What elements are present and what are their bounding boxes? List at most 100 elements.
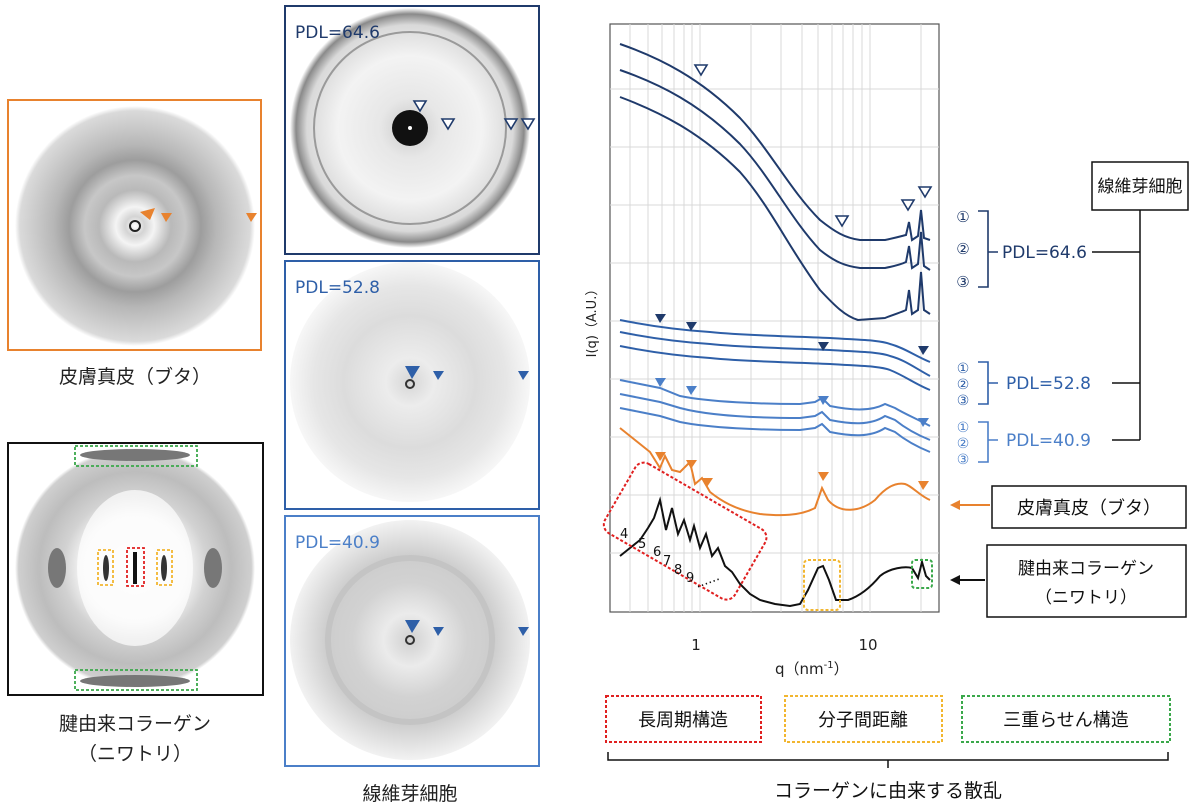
marker-pdl528-c bbox=[818, 342, 829, 351]
pdl646-arrow-3 bbox=[503, 118, 519, 131]
tendon-legend-line1: 腱由来コラーゲン bbox=[1018, 559, 1154, 579]
bracket-646 bbox=[978, 210, 998, 288]
chart-gridlines bbox=[610, 24, 939, 612]
circ-409-1: ① bbox=[957, 420, 970, 436]
marker-pdl528-b bbox=[686, 322, 697, 331]
peak-number-4: 4 bbox=[620, 527, 628, 542]
long-period-label: 長周期構造 bbox=[638, 710, 728, 731]
circ-409-3: ③ bbox=[957, 452, 970, 468]
curve-pdl646-1 bbox=[619, 43, 931, 242]
marker-skin-b bbox=[686, 460, 697, 469]
skin-arrow-3 bbox=[246, 213, 257, 222]
fibro-caption: 線維芽細胞 bbox=[362, 783, 457, 805]
circ-409-2: ② bbox=[957, 436, 970, 452]
circ-528-3: ③ bbox=[957, 393, 970, 409]
fibro-panel-pdl409: PDL=40.9 bbox=[284, 515, 540, 767]
curve-pdl528-1 bbox=[619, 319, 931, 363]
pdl409-arrow-3 bbox=[518, 627, 529, 636]
tendon-red-box bbox=[126, 547, 145, 587]
bottom-legend: 長周期構造 分子間距離 三重らせん構造 コラーゲンに由来する散乱 bbox=[605, 695, 1171, 802]
circ-646-1: ① bbox=[956, 208, 969, 226]
chart-yellow-box bbox=[803, 559, 841, 611]
marker-pdl409-d bbox=[918, 418, 929, 427]
collagen-scatter-label: コラーゲンに由来する散乱 bbox=[774, 780, 1002, 802]
marker-skin-a bbox=[655, 452, 666, 461]
x-axis-label: q（nm-1） bbox=[775, 660, 849, 678]
pdl409-ring bbox=[325, 555, 495, 725]
pdl528-saxs-pattern bbox=[290, 262, 530, 502]
tendon-panel bbox=[7, 442, 264, 696]
tendon-equatorial-right bbox=[204, 548, 222, 588]
marker-skin-c bbox=[702, 478, 713, 487]
skin-legend-arrowhead bbox=[950, 500, 960, 510]
pdl646-ring bbox=[313, 31, 507, 225]
marker-pdl528-d bbox=[918, 346, 929, 355]
marker-skin-e bbox=[918, 481, 929, 490]
tendon-caption-line2: （ニワトリ） bbox=[78, 743, 192, 765]
bottom-brace bbox=[607, 752, 1169, 768]
intermolecular-label: 分子間距離 bbox=[818, 710, 908, 731]
pdl646-label: PDL=64.6 bbox=[295, 23, 380, 43]
marker-pdl409-a bbox=[655, 378, 666, 387]
circ-528-2: ② bbox=[957, 377, 970, 393]
skin-caption: 皮膚真皮（ブタ） bbox=[59, 365, 211, 388]
marker-pdl646-d bbox=[917, 186, 933, 199]
tendon-green-box-top bbox=[74, 445, 198, 467]
circ-646-2: ② bbox=[956, 240, 969, 258]
curve-pdl528-3 bbox=[619, 345, 931, 391]
y-axis-label: I(q)（A.U.） bbox=[585, 283, 600, 358]
pdl528-label: PDL=52.8 bbox=[295, 278, 380, 298]
profile-chart: 4 5 6 7 8 9 ...... 1 10 q（nm-1） I(q)（A.U… bbox=[585, 23, 940, 678]
pdl409-arrow-2 bbox=[433, 627, 444, 636]
pdl409-beamstop bbox=[405, 635, 415, 645]
triple-helix-label: 三重らせん構造 bbox=[1003, 710, 1129, 731]
tendon-streak-left bbox=[103, 555, 109, 581]
peak-number-6: 6 bbox=[653, 545, 661, 560]
fibro-legend-label: 線維芽細胞 bbox=[1098, 177, 1183, 197]
curve-pdl409-1 bbox=[619, 379, 931, 427]
fibro-panel-pdl646: PDL=64.6 bbox=[284, 5, 540, 255]
skin-legend-box bbox=[991, 485, 1187, 529]
skin-saxs-pattern bbox=[15, 106, 255, 346]
pdl646-arrow-2 bbox=[440, 118, 456, 131]
tendon-caption-line1: 腱由来コラーゲン bbox=[59, 713, 211, 735]
tendon-streak-right bbox=[161, 555, 167, 581]
skin-legend-label: 皮膚真皮（ブタ） bbox=[1017, 497, 1161, 519]
pdl646-arrow-4 bbox=[520, 118, 536, 131]
pdl528-arrow-1 bbox=[405, 366, 420, 379]
tendon-meridional-bottom bbox=[80, 675, 190, 687]
triple-helix-box bbox=[961, 695, 1171, 743]
marker-pdl646-b bbox=[834, 215, 850, 228]
pdl409-arrow-1 bbox=[405, 620, 420, 633]
tendon-meridional-top bbox=[80, 449, 190, 461]
curve-pdl409-3 bbox=[619, 407, 931, 453]
peak-number-9: 9 bbox=[686, 571, 694, 586]
marker-pdl409-c bbox=[818, 396, 829, 405]
tendon-legend-line2: （ニワトリ） bbox=[1035, 588, 1137, 608]
intermolecular-box bbox=[784, 695, 943, 743]
curve-pdl646-2 bbox=[619, 69, 931, 271]
bracket-528 bbox=[978, 361, 998, 405]
legend-pdl646: PDL=64.6 bbox=[1002, 243, 1087, 263]
marker-pdl528-a bbox=[655, 314, 666, 323]
tendon-center-streak bbox=[133, 552, 137, 584]
circ-646-3: ③ bbox=[956, 273, 969, 291]
tendon-legend-box bbox=[986, 544, 1187, 618]
long-period-box bbox=[605, 695, 762, 743]
x-tick-1: 1 bbox=[691, 636, 701, 654]
peak-number-8: 8 bbox=[674, 563, 682, 578]
marker-pdl646-a bbox=[693, 64, 709, 77]
marker-pdl409-b bbox=[686, 386, 697, 395]
chart-green-box bbox=[911, 559, 933, 589]
curve-pdl409-2 bbox=[619, 393, 931, 441]
tendon-green-box-bottom bbox=[74, 669, 198, 691]
pdl646-center-dot bbox=[408, 126, 412, 130]
pdl528-beamstop bbox=[405, 379, 415, 389]
skin-arrow-1 bbox=[140, 208, 155, 220]
circ-528-1: ① bbox=[957, 361, 970, 377]
bracket-409 bbox=[978, 421, 998, 463]
skin-arrow-2 bbox=[161, 213, 172, 222]
peak-number-5: 5 bbox=[638, 537, 646, 552]
chart-red-box-long-period bbox=[602, 461, 768, 601]
